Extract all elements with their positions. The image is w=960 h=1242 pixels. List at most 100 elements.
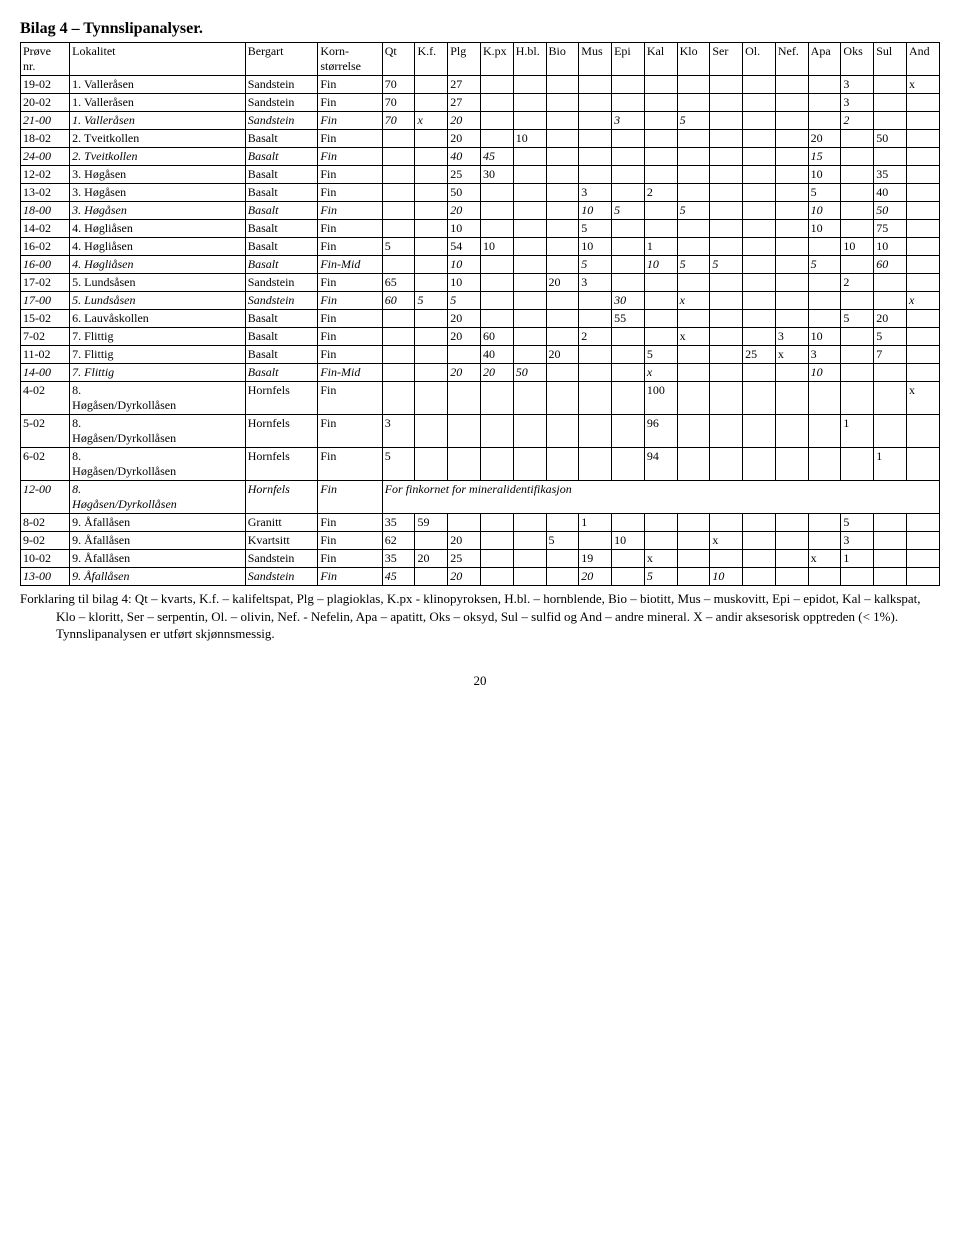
table-cell: Basalt <box>245 364 318 382</box>
column-header: Oks <box>841 43 874 76</box>
table-cell <box>513 202 546 220</box>
table-cell <box>644 292 677 310</box>
table-cell: 20 <box>448 310 481 328</box>
table-cell: 10 <box>808 220 841 238</box>
table-row: 12-008.Høgåsen/DyrkollåsenHornfelsFinFor… <box>21 481 940 514</box>
table-cell <box>743 184 776 202</box>
table-cell: Fin <box>318 94 382 112</box>
table-row: 11-027. FlittigBasaltFin4020525x37 <box>21 346 940 364</box>
table-cell <box>513 346 546 364</box>
table-cell: 5 <box>677 112 710 130</box>
table-cell: Fin <box>318 514 382 532</box>
table-cell: Fin <box>318 448 382 481</box>
table-cell <box>906 550 939 568</box>
table-cell <box>677 364 710 382</box>
table-cell: Fin <box>318 328 382 346</box>
table-cell: 15 <box>808 148 841 166</box>
table-cell: 35 <box>874 166 907 184</box>
table-cell <box>612 130 645 148</box>
table-cell <box>481 130 514 148</box>
table-cell: 1. Valleråsen <box>70 112 246 130</box>
table-cell <box>743 310 776 328</box>
table-cell <box>481 292 514 310</box>
table-cell: Basalt <box>245 220 318 238</box>
table-cell: Fin <box>318 292 382 310</box>
table-cell: Basalt <box>245 184 318 202</box>
table-cell <box>612 346 645 364</box>
table-cell: 4. Høgliåsen <box>70 256 246 274</box>
table-cell <box>415 130 448 148</box>
table-cell: 5 <box>612 202 645 220</box>
table-row: 12-023. HøgåsenBasaltFin25301035 <box>21 166 940 184</box>
table-cell <box>513 415 546 448</box>
table-cell <box>579 292 612 310</box>
table-cell <box>841 148 874 166</box>
table-cell: 5 <box>546 532 579 550</box>
table-cell <box>906 184 939 202</box>
table-cell: Basalt <box>245 310 318 328</box>
table-cell: 16-00 <box>21 256 70 274</box>
table-cell <box>906 346 939 364</box>
table-cell <box>612 76 645 94</box>
table-cell: 40 <box>874 184 907 202</box>
table-cell: Basalt <box>245 202 318 220</box>
table-cell: x <box>906 292 939 310</box>
table-cell <box>775 568 808 586</box>
table-cell: 5 <box>677 202 710 220</box>
table-row: 20-021. ValleråsenSandsteinFin70273 <box>21 94 940 112</box>
table-row: 5-028.Høgåsen/DyrkollåsenHornfelsFin3961 <box>21 415 940 448</box>
table-cell <box>415 382 448 415</box>
table-cell <box>677 94 710 112</box>
table-cell <box>546 184 579 202</box>
table-cell: 5 <box>448 292 481 310</box>
column-header: Prøvenr. <box>21 43 70 76</box>
table-cell <box>677 568 710 586</box>
table-cell <box>415 202 448 220</box>
table-cell <box>710 382 743 415</box>
table-cell <box>644 514 677 532</box>
table-cell: Fin <box>318 415 382 448</box>
table-cell: 1. Valleråsen <box>70 76 246 94</box>
table-cell <box>382 364 415 382</box>
table-cell <box>546 148 579 166</box>
table-cell: 8.Høgåsen/Dyrkollåsen <box>70 448 246 481</box>
table-cell: 5 <box>677 256 710 274</box>
table-cell <box>775 256 808 274</box>
table-cell: 3 <box>612 112 645 130</box>
table-cell <box>513 448 546 481</box>
table-cell: Hornfels <box>245 415 318 448</box>
table-cell <box>579 346 612 364</box>
table-cell <box>415 532 448 550</box>
table-cell: Fin <box>318 550 382 568</box>
table-row: 24-002. TveitkollenBasaltFin404515 <box>21 148 940 166</box>
table-cell: 70 <box>382 94 415 112</box>
table-cell: 40 <box>481 346 514 364</box>
table-row: 17-005. LundsåsenSandsteinFin605530xx <box>21 292 940 310</box>
table-cell <box>644 310 677 328</box>
table-cell: 70 <box>382 76 415 94</box>
column-header: Ser <box>710 43 743 76</box>
table-cell: 9. Åfallåsen <box>70 514 246 532</box>
table-cell <box>743 220 776 238</box>
table-row: 6-028.Høgåsen/DyrkollåsenHornfelsFin5941 <box>21 448 940 481</box>
table-cell <box>808 94 841 112</box>
table-cell: x <box>677 292 710 310</box>
table-cell <box>775 76 808 94</box>
table-cell <box>546 568 579 586</box>
table-cell <box>710 292 743 310</box>
table-cell <box>415 94 448 112</box>
table-cell <box>448 514 481 532</box>
table-cell: 8.Høgåsen/Dyrkollåsen <box>70 382 246 415</box>
table-cell: 75 <box>874 220 907 238</box>
table-cell <box>743 364 776 382</box>
table-cell <box>415 274 448 292</box>
table-cell: Basalt <box>245 328 318 346</box>
table-row: 16-024. HøgliåsenBasaltFin554101011010 <box>21 238 940 256</box>
table-cell <box>513 220 546 238</box>
table-cell <box>710 220 743 238</box>
table-cell <box>415 76 448 94</box>
table-cell: 20 <box>448 112 481 130</box>
table-cell: 20 <box>448 532 481 550</box>
table-cell: 24-00 <box>21 148 70 166</box>
table-cell <box>448 415 481 448</box>
